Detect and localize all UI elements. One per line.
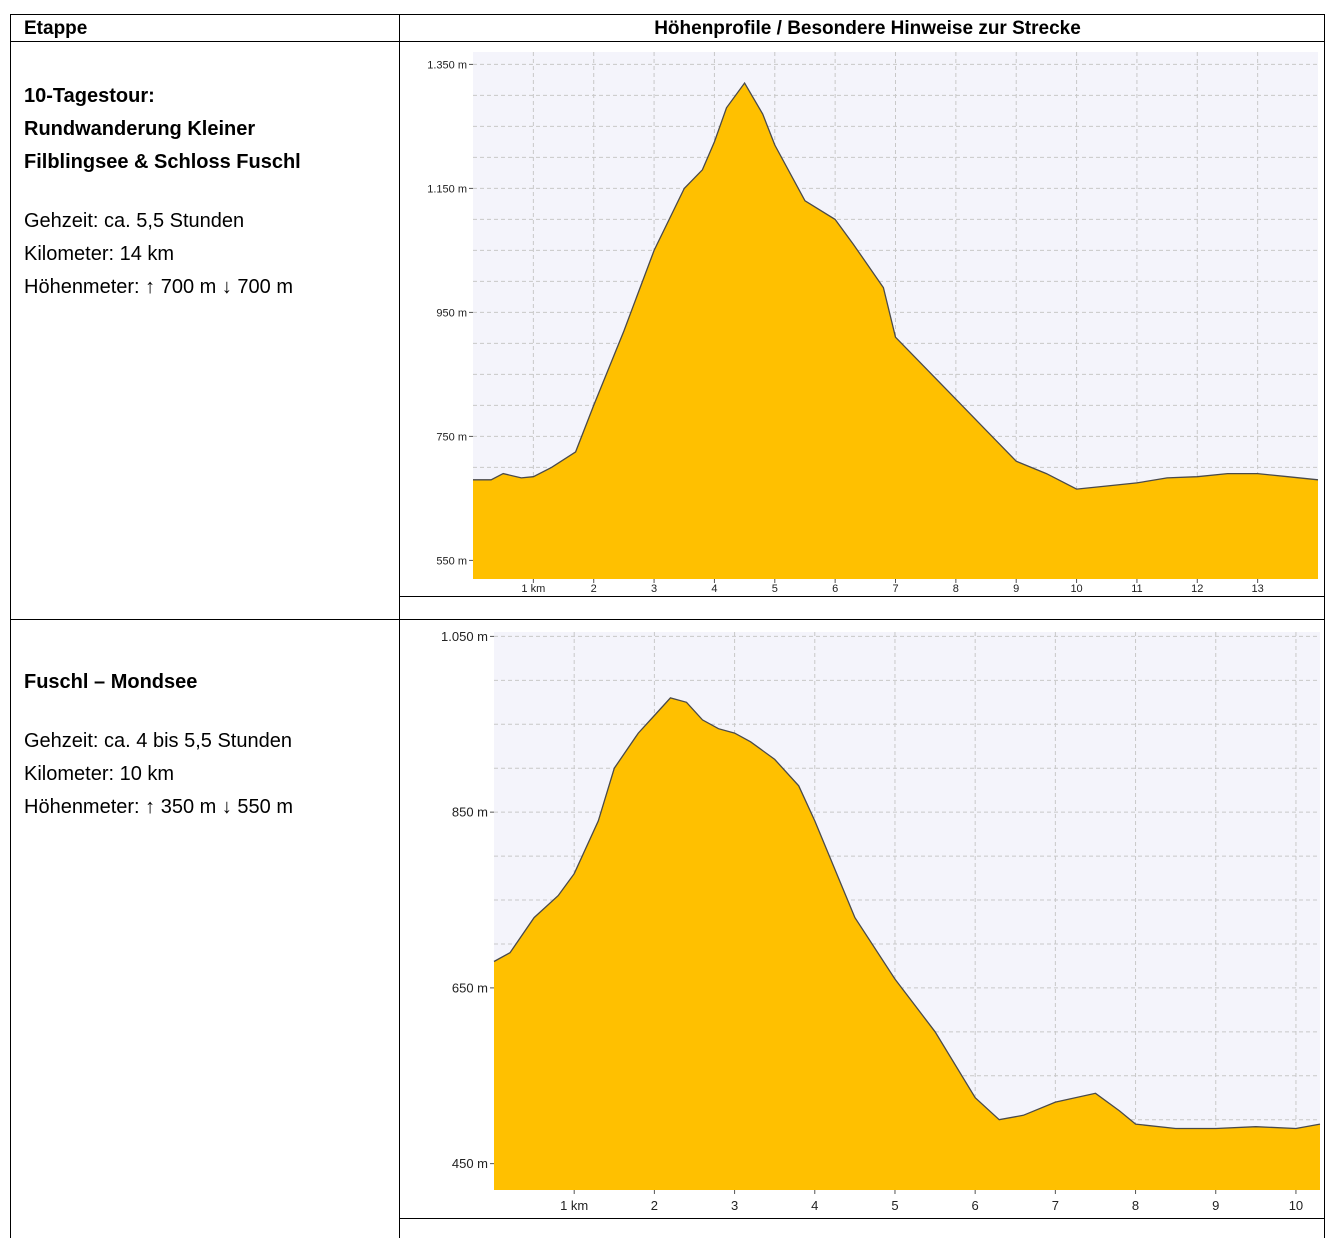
stage-1-title-line: Rundwanderung Kleiner: [24, 118, 256, 140]
x-tick-label: 7: [1052, 1198, 1059, 1213]
y-tick-label: 750 m: [436, 431, 467, 443]
stage-2-elevation: Höhenmeter: ↑ 350 m ↓ 550 m: [24, 796, 294, 818]
grid: [494, 632, 1320, 1190]
stage-1-title: 10-Tagestour: Rundwanderung Kleiner Filb…: [24, 80, 394, 179]
stage-2-distance: Kilometer: 10 km: [24, 763, 175, 785]
stage-1-elevation: Höhenmeter: ↑ 700 m ↓ 700 m: [24, 276, 294, 298]
stage-1-walk-time: Gehzeit: ca. 5,5 Stunden: [24, 210, 245, 232]
x-tick-label: 2: [591, 583, 597, 595]
header-stage: Etappe: [24, 18, 88, 39]
table-border-left: [10, 14, 11, 1238]
elevation-line: [473, 81, 1319, 490]
x-tick-label: 11: [1131, 583, 1142, 595]
elevation-profile-chart-2: 450 m 650 m 850 m 1.050 m 1 km 2 3 4 5 6 7 8 9 10: [441, 629, 1321, 1213]
table-border-right: [1324, 14, 1325, 1238]
x-tick-label: 9: [1212, 1198, 1219, 1213]
x-tick-label: 1 km: [560, 1198, 588, 1213]
stage-1-title-line: 10-Tagestour:: [24, 85, 155, 107]
x-tick-label: 5: [891, 1198, 898, 1213]
y-tick-label: 850 m: [452, 805, 488, 820]
x-tick-label: 4: [711, 583, 717, 595]
stage-1-distance: Kilometer: 14 km: [24, 243, 175, 265]
x-tick-label: 10: [1070, 583, 1082, 595]
stage-1-info: 10-Tagestour: Rundwanderung Kleiner Filb…: [24, 80, 394, 304]
elevation-profile-chart-1: 550 m 750 m 950 m 1.150 m 1.350 m 1 km 2 3 4 5 6 7 8…: [427, 52, 1319, 595]
x-tick-label: 8: [1132, 1198, 1139, 1213]
table-column-divider: [399, 14, 400, 1238]
table-header-divider: [10, 41, 1325, 42]
stage-1-title-line: Filblingsee & Schloss Fuschl: [24, 151, 301, 173]
stage-2-walk-time: Gehzeit: ca. 4 bis 5,5 Stunden: [24, 730, 292, 752]
elevation-line: [493, 697, 1321, 1130]
x-tick-label: 12: [1191, 583, 1203, 595]
x-tick-label: 4: [811, 1198, 818, 1213]
y-tick-label: 950 m: [436, 307, 467, 319]
header-profile: Höhenprofile / Besondere Hinweise zur St…: [654, 18, 1081, 39]
x-tick-label: 3: [731, 1198, 738, 1213]
chart-caption-divider-1: [400, 596, 1325, 597]
x-tick-label: 6: [972, 1198, 979, 1213]
table-row-divider: [10, 619, 1325, 620]
stage-2-title: Fuschl – Mondsee: [24, 666, 394, 699]
x-tick-label: 13: [1252, 583, 1264, 595]
x-tick-label: 7: [892, 583, 898, 595]
y-tick-label: 650 m: [452, 980, 488, 995]
table-border-top: [10, 14, 1325, 15]
y-tick-label: 1.150 m: [427, 183, 467, 195]
y-tick-label: 450 m: [452, 1156, 488, 1171]
x-tick-label: 3: [651, 583, 657, 595]
stage-2-info: Fuschl – Mondsee Gehzeit: ca. 4 bis 5,5 …: [24, 666, 394, 824]
stage-2-title-line: Fuschl – Mondsee: [24, 671, 198, 693]
x-tick-label: 10: [1289, 1198, 1303, 1213]
chart-caption-divider-2: [400, 1218, 1325, 1219]
elevation-area: [473, 83, 1318, 579]
y-tick-label: 1.050 m: [441, 629, 488, 644]
x-tick-label: 9: [1013, 583, 1019, 595]
x-tick-label: 1 km: [521, 583, 545, 595]
y-tick-label: 1.350 m: [427, 59, 467, 71]
y-tick-label: 550 m: [436, 555, 467, 567]
elevation-area: [494, 697, 1320, 1190]
x-tick-label: 5: [772, 583, 778, 595]
x-tick-label: 8: [953, 583, 959, 595]
x-tick-label: 6: [832, 583, 838, 595]
etappen-table: Etappe Höhenprofile / Besondere Hinweise…: [10, 14, 1325, 1238]
x-tick-label: 2: [651, 1198, 658, 1213]
